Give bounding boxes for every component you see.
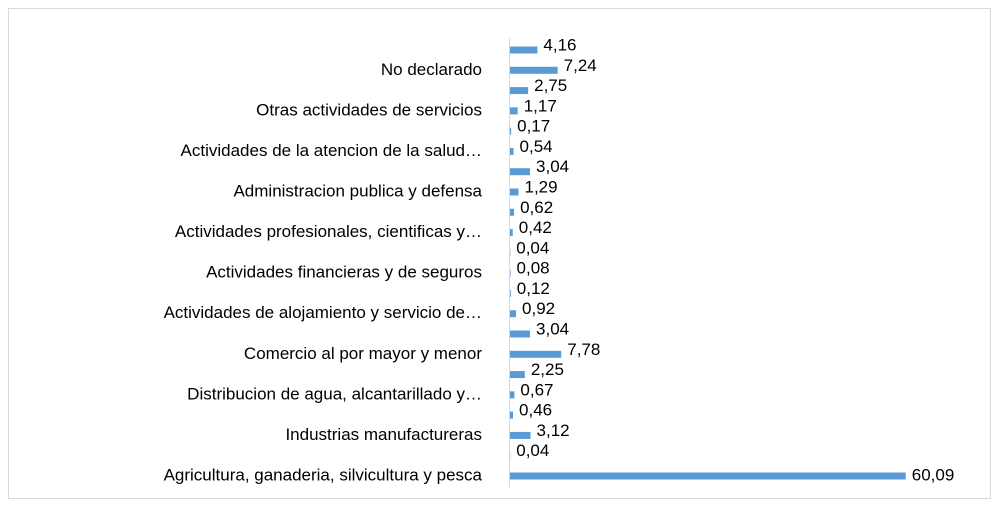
bar [510,431,531,439]
data-label: 0,67 [520,380,553,399]
y-tick-label: Otras actividades de servicios [256,100,482,119]
data-label: 0,54 [520,137,553,156]
y-tick-label: Actividades profesionales, cientificas y… [175,222,482,241]
bar [510,46,538,54]
bar [510,127,512,135]
data-label: 2,25 [531,360,564,379]
data-label: 0,42 [519,218,552,237]
bar [510,289,511,297]
y-tick-label: Administracion publica y defensa [233,181,482,200]
y-tick-label: Industrias manufactureras [285,425,482,444]
data-label: 4,16 [543,35,576,54]
chart-frame [8,8,991,499]
data-label: 1,29 [524,177,557,196]
bar [510,472,906,480]
data-label: 7,24 [564,56,597,75]
bar [510,87,529,95]
y-tick-label: Actividades de alojamiento y servicio de… [164,303,482,322]
bar [510,411,514,419]
data-label: 0,46 [519,401,552,420]
y-tick-label: Comercio al por mayor y menor [244,344,482,363]
data-label: 60,09 [912,465,955,484]
data-label: 1,17 [524,96,557,115]
y-tick-label: Actividades financieras y de seguros [206,263,482,282]
data-label: 3,04 [536,157,569,176]
data-label: 7,78 [567,340,600,359]
bar [510,310,517,318]
y-tick-label: Agricultura, ganaderia, silvicultura y p… [164,465,483,484]
y-tick-label: No declarado [381,60,482,79]
y-tick-label: Distribucion de agua, alcantarillado y… [187,384,482,403]
data-label: 0,17 [517,117,550,136]
bar [510,66,558,74]
bar [510,208,515,216]
bar [510,107,518,115]
bar [510,350,562,358]
data-label: 0,04 [516,238,549,257]
data-label: 0,62 [520,198,553,217]
bar [510,168,531,176]
bar [510,147,514,155]
data-label: 3,04 [536,319,569,338]
bar [510,371,525,379]
y-tick-label: Actividades de la atencion de la salud… [181,141,482,160]
data-label: 2,75 [534,76,567,95]
bar [510,330,531,338]
data-label: 0,12 [517,279,550,298]
data-label: 0,04 [516,441,549,460]
bar [510,229,513,237]
data-label: 0,92 [522,299,555,318]
bar [510,391,515,399]
bar [510,188,519,196]
data-label: 3,12 [537,421,570,440]
data-label: 0,08 [517,259,550,278]
bar [510,269,511,277]
